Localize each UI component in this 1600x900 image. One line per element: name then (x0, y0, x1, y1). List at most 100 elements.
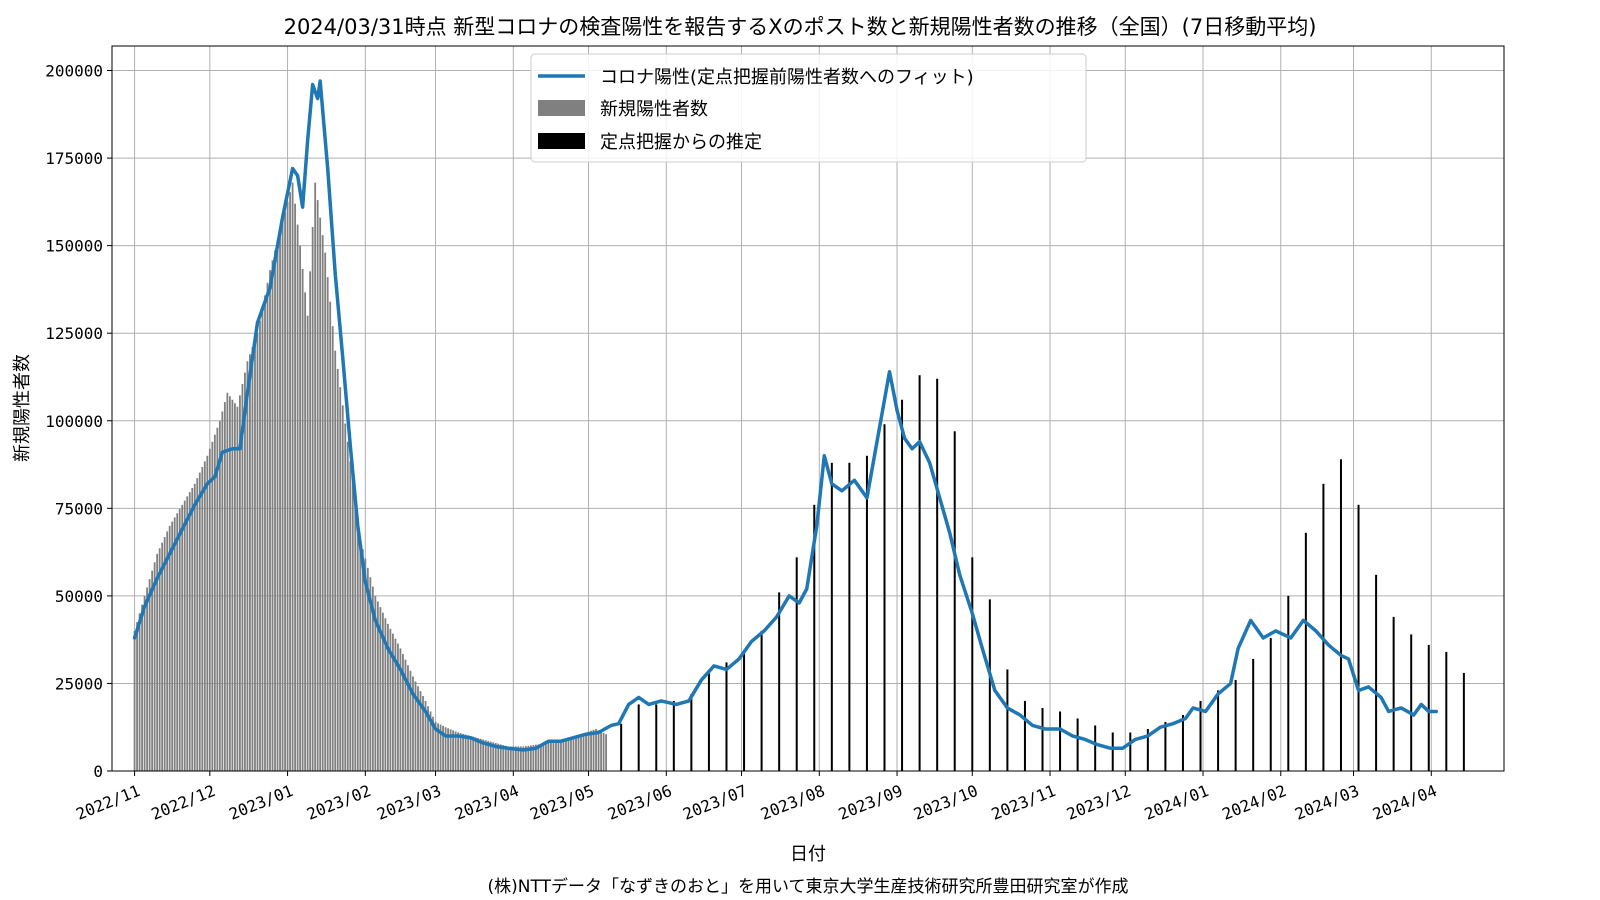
daily-bar (218, 420, 221, 771)
daily-bar (422, 696, 424, 771)
daily-bar (324, 252, 327, 771)
x-axis: 2022/11 2022/12 2023/01 2023/02 2023/03 2023/… (73, 771, 1440, 824)
estimate-bar (1111, 732, 1114, 771)
daily-bar (326, 277, 329, 771)
daily-bar (444, 727, 447, 771)
daily-bar (489, 741, 492, 771)
daily-bar (148, 579, 151, 771)
daily-bar (507, 746, 510, 771)
x-tick-label: 2024/02 (1219, 781, 1289, 824)
daily-bar (321, 235, 324, 771)
daily-bar (236, 406, 239, 771)
daily-bar (597, 730, 600, 771)
x-tick-label: 2024/04 (1370, 781, 1440, 824)
daily-bar (409, 670, 412, 771)
y-tick-label: 100000 (45, 412, 103, 431)
x-tick-label: 2023/07 (680, 781, 750, 824)
daily-bar (304, 292, 307, 771)
legend: コロナ陽性(定点把握前陽性者数へのフィット) 新規陽性者数 定点把握からの推定 (530, 53, 1087, 163)
daily-bar (562, 740, 565, 771)
estimate-bar (865, 455, 868, 771)
daily-bar (146, 587, 149, 771)
fit-line (132, 79, 1439, 752)
estimate-bar (690, 693, 693, 771)
estimate-bar (778, 592, 781, 771)
x-tick-label: 2023/10 (911, 781, 981, 824)
daily-bar (244, 372, 246, 771)
daily-bar (595, 728, 597, 771)
daily-bar (339, 387, 342, 771)
estimate-bar (1410, 634, 1413, 771)
daily-bar (359, 539, 362, 771)
daily-bar (434, 721, 437, 771)
daily-bar (457, 732, 460, 771)
x-axis-label: 日付 (790, 844, 826, 865)
estimate-bar (901, 399, 904, 771)
x-tick-label: 2023/08 (758, 781, 828, 824)
daily-bar (590, 730, 592, 771)
daily-bar (356, 520, 359, 771)
x-tick-label: 2022/11 (73, 781, 143, 824)
estimate-bar (1023, 700, 1026, 771)
daily-bar (509, 746, 512, 771)
daily-bar (494, 742, 497, 771)
daily-bar (269, 270, 271, 771)
daily-bar (452, 730, 455, 771)
daily-bar (289, 192, 291, 772)
daily-bar (136, 622, 138, 771)
estimate-bar (918, 375, 921, 771)
estimate-bar (743, 651, 746, 771)
daily-bar (467, 735, 470, 771)
estimate-bar (725, 662, 728, 771)
daily-bar (354, 500, 357, 771)
legend-frame (530, 53, 1087, 163)
x-tick-label: 2023/01 (226, 781, 296, 824)
estimate-bar (1146, 728, 1149, 771)
x-tick-label: 2023/11 (989, 781, 1059, 824)
grid (112, 46, 1504, 772)
daily-bar (168, 525, 171, 771)
estimate-bar (672, 700, 675, 771)
daily-bar (454, 731, 457, 771)
daily-bar (474, 737, 477, 771)
daily-bar (497, 743, 500, 771)
daily-bar (414, 681, 417, 771)
estimate-bar (1445, 651, 1448, 771)
daily-bar (208, 448, 211, 771)
y-axis-label: 新規陽性者数 (12, 354, 33, 462)
daily-bar (166, 531, 169, 771)
daily-bar (560, 741, 562, 771)
daily-bar (246, 361, 249, 771)
daily-bar (141, 604, 143, 771)
daily-bar (201, 466, 204, 771)
x-tick-label: 2023/06 (605, 781, 675, 824)
daily-bar (193, 483, 196, 771)
daily-bar (316, 200, 319, 772)
daily-bar (482, 739, 485, 771)
legend-swatch-daily (538, 100, 585, 116)
daily-bar (376, 601, 379, 771)
chart-title: 2024/03/31時点 新型コロナの検査陽性を報告するXのポスト数と新規陽性者… (284, 15, 1317, 39)
daily-bar (143, 595, 146, 771)
daily-bar (173, 517, 176, 771)
daily-bar (329, 301, 332, 771)
estimate-bar (1269, 637, 1272, 771)
estimate-bar (848, 462, 851, 771)
daily-bar (213, 434, 216, 771)
daily-bar (517, 746, 520, 771)
daily-bar (281, 221, 284, 771)
daily-bar (384, 618, 387, 771)
estimate-bar (883, 424, 886, 771)
daily-bar (432, 716, 434, 771)
daily-bar (580, 734, 582, 771)
estimate-bar (1217, 690, 1220, 771)
daily-bar (542, 743, 545, 771)
daily-bar (582, 733, 585, 771)
daily-bar (241, 383, 244, 771)
daily-bar (233, 403, 236, 771)
estimate-bar (813, 504, 816, 771)
daily-bar (171, 521, 174, 771)
estimate-bar (637, 704, 640, 771)
y-axis: 0 25000 50000 75000 100000 125000 150000 175000… (45, 62, 112, 781)
daily-bar (429, 711, 432, 771)
